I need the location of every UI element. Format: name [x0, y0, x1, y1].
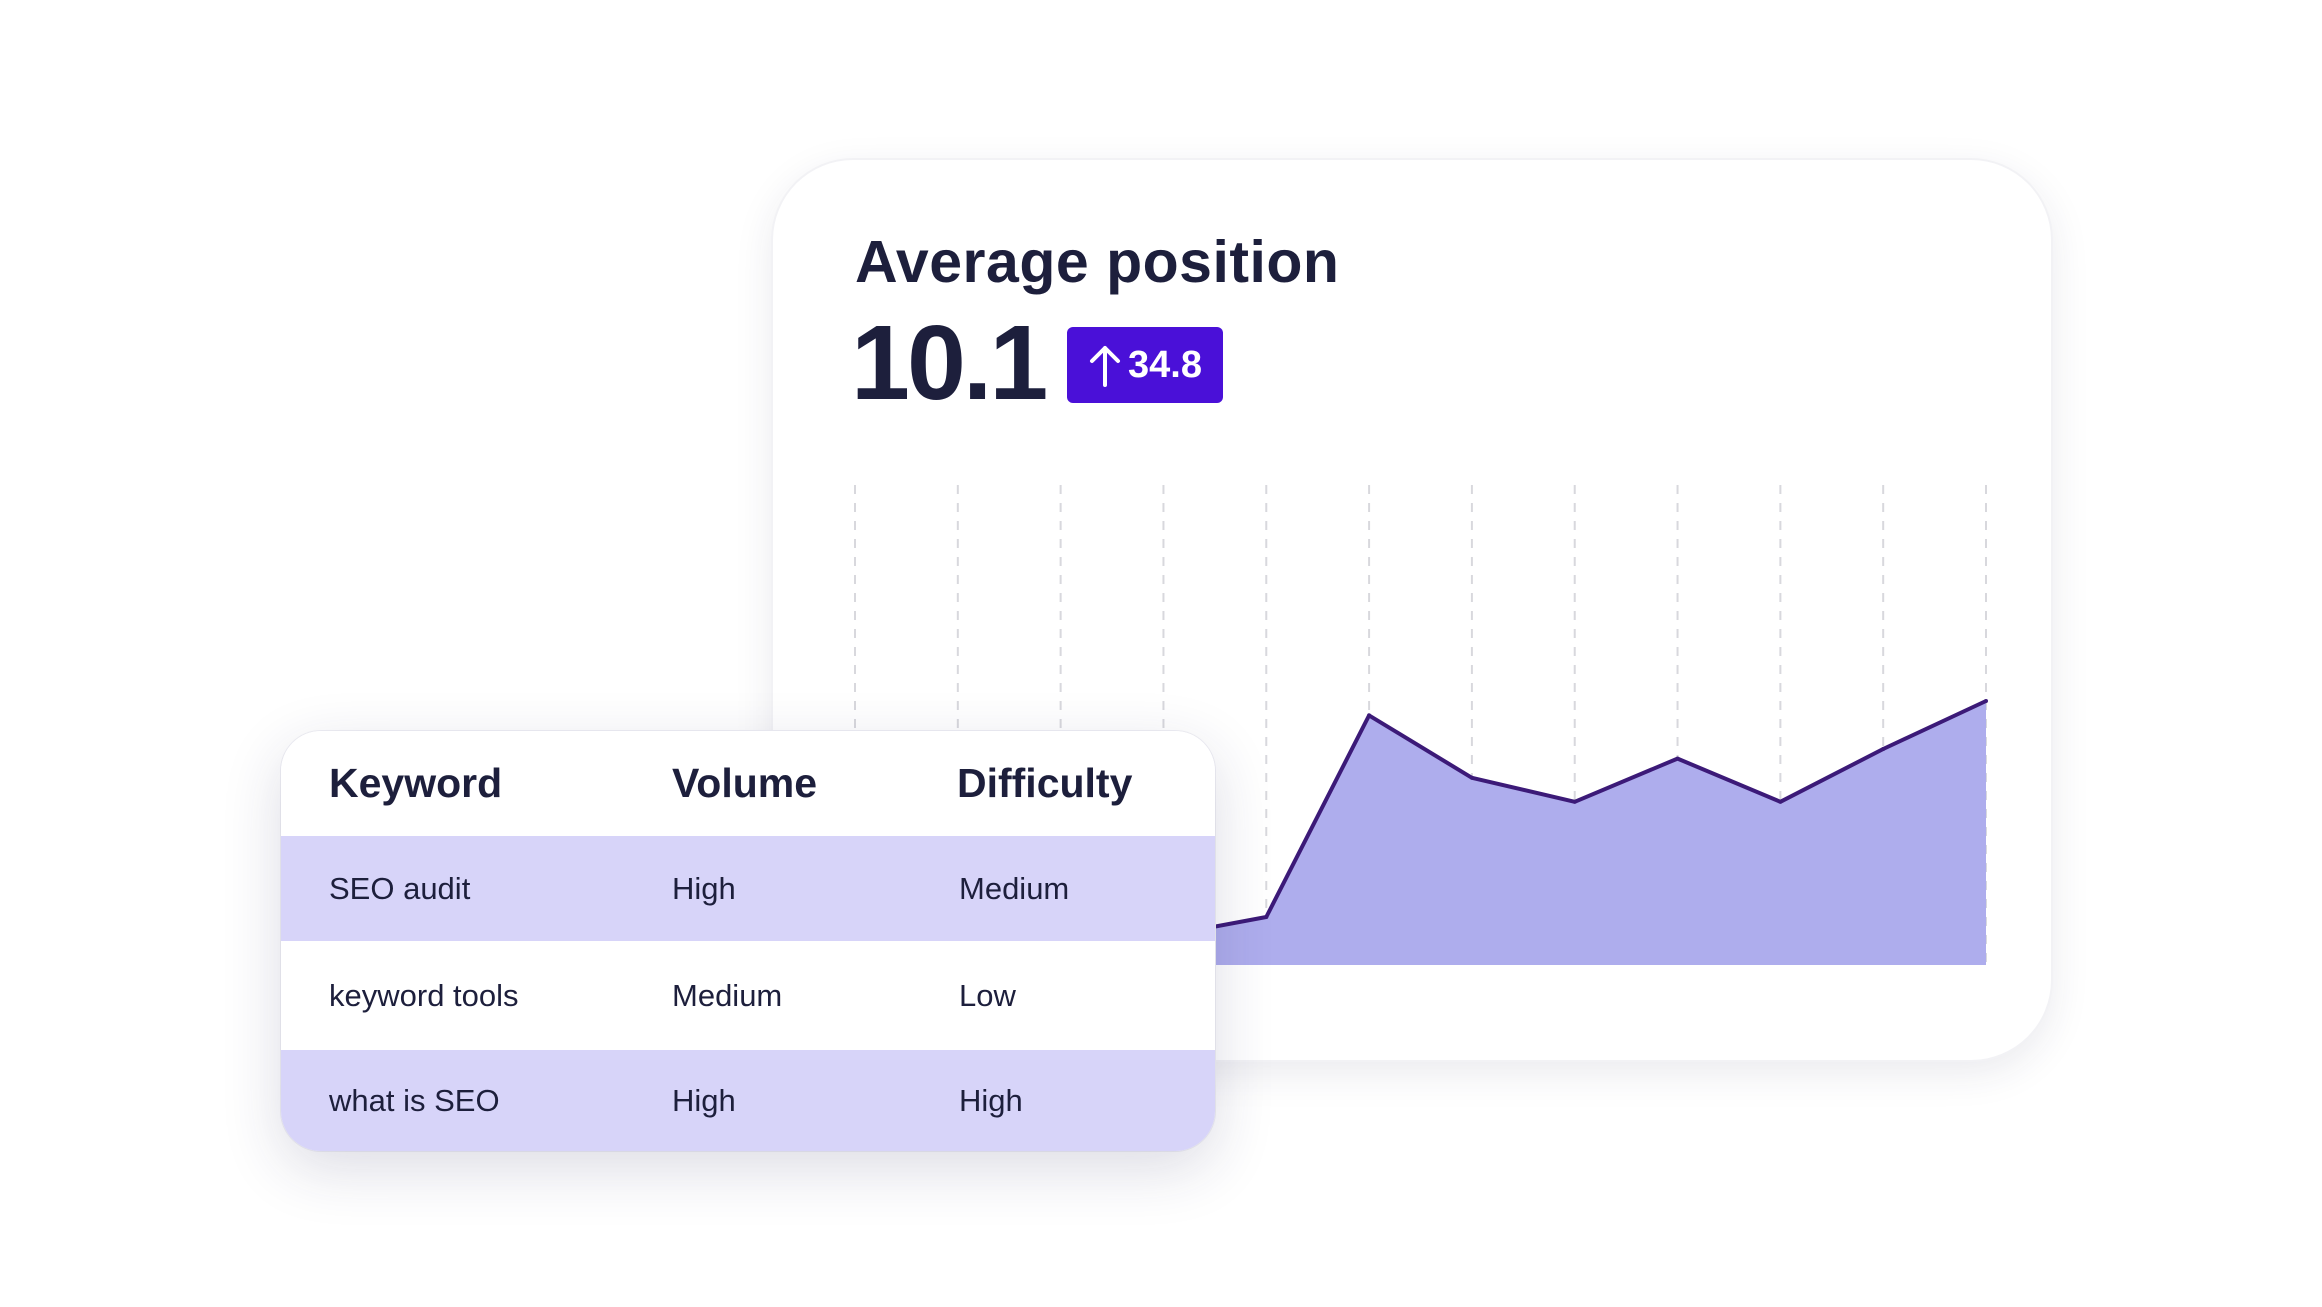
data-point	[1367, 713, 1372, 718]
header-keyword: Keyword	[329, 760, 503, 806]
cell-volume: High	[672, 1082, 736, 1118]
header-volume: Volume	[672, 760, 818, 806]
change-value: 34.8	[1128, 343, 1202, 386]
cell-volume: Medium	[672, 977, 783, 1013]
chart-area	[855, 701, 1986, 965]
chart-area-layer	[855, 701, 1986, 965]
table-row: SEO audit High Medium	[281, 836, 1215, 941]
cell-keyword: keyword tools	[329, 977, 519, 1013]
cell-difficulty: High	[959, 1082, 1023, 1118]
average-position-value: 10.1	[851, 304, 1048, 422]
data-point	[1675, 756, 1680, 761]
average-position-chart	[853, 485, 1988, 965]
card-title: Average position	[855, 229, 1340, 295]
table-row: what is SEO High High	[281, 1050, 1215, 1151]
header-difficulty: Difficulty	[957, 760, 1133, 806]
arrow-up-icon	[1090, 346, 1121, 387]
keyword-table: Keyword Volume Difficulty SEO audit High…	[281, 731, 1215, 1151]
change-badge: 34.8	[1067, 327, 1223, 403]
data-point	[1984, 699, 1988, 703]
cell-difficulty: Low	[959, 977, 1016, 1013]
cell-volume: High	[672, 870, 736, 906]
table-header-row: Keyword Volume Difficulty	[281, 731, 1215, 836]
data-point	[1264, 915, 1269, 919]
data-point	[1469, 775, 1474, 780]
data-point	[1881, 747, 1886, 751]
cell-difficulty: Medium	[959, 870, 1070, 906]
data-point	[1778, 799, 1783, 804]
cell-keyword: SEO audit	[329, 870, 471, 906]
table-row: keyword tools Medium Low	[281, 941, 1215, 1050]
cell-keyword: what is SEO	[329, 1082, 500, 1118]
data-point	[1572, 799, 1577, 804]
